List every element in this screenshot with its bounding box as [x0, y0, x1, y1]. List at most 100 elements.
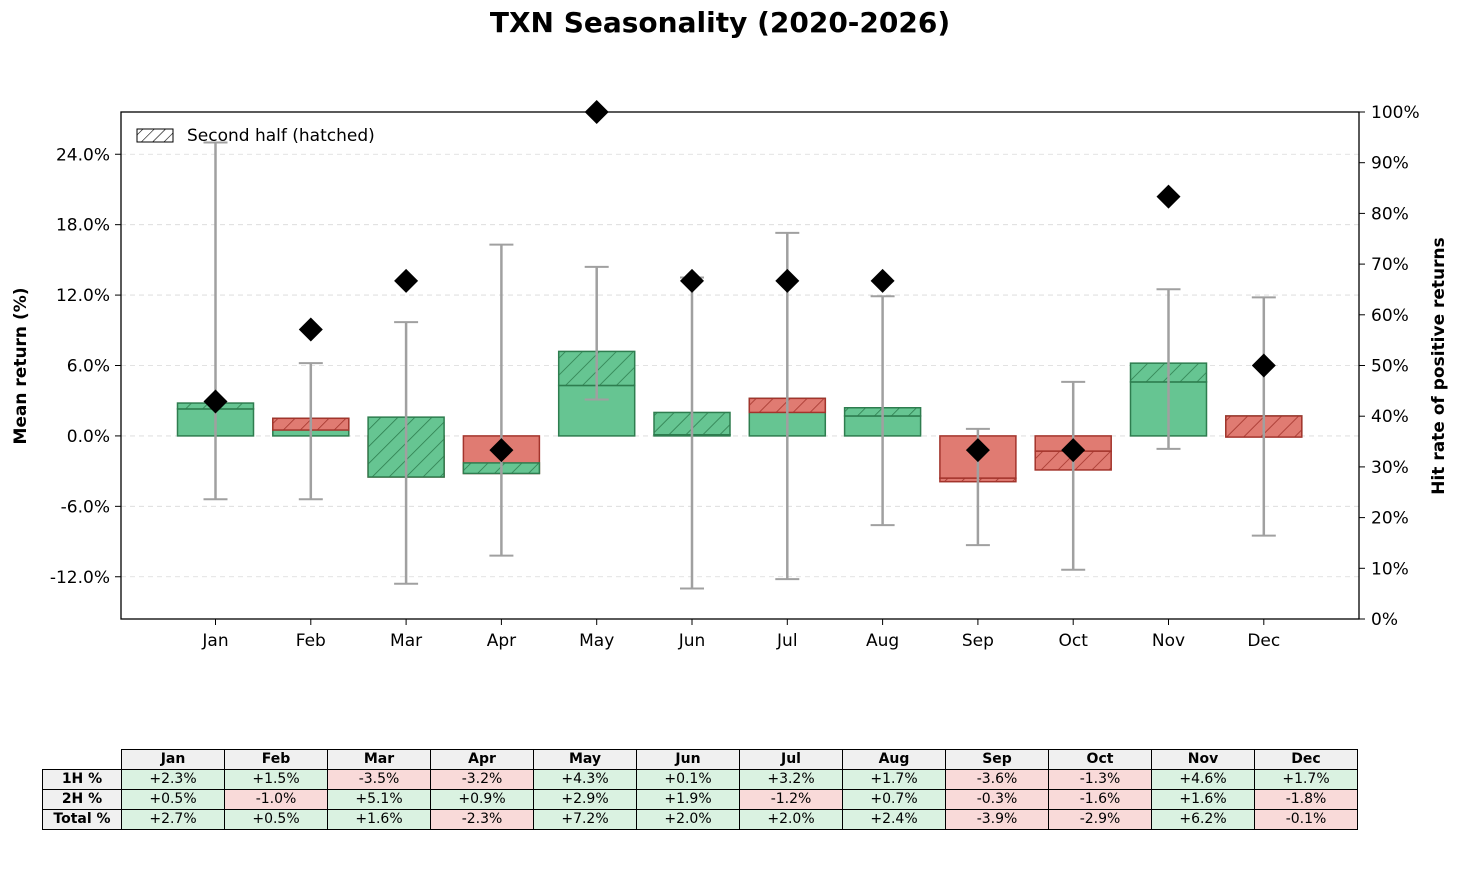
table-cell: +1.6%	[327, 809, 431, 830]
table-cell: +2.3%	[121, 769, 225, 790]
hit-rate-marker	[489, 438, 514, 463]
table-cell: +2.9%	[533, 789, 637, 810]
hit-rate-marker	[394, 268, 419, 293]
x-tick-label: Feb	[296, 631, 326, 651]
y-tick-label: -12.0%	[50, 568, 110, 588]
y-right-tick-label: 40%	[1371, 407, 1409, 427]
table-cell: -0.1%	[1254, 809, 1358, 830]
hit-rate-marker	[298, 317, 323, 342]
table-row: 1H % +2.3% +1.5% -3.5% -3.2% +4.3% +0.1% +3.2% +…	[42, 769, 1358, 790]
table-row-header: 2H %	[42, 789, 122, 810]
table-cell: +0.5%	[121, 789, 225, 810]
y-tick-label: 6.0%	[67, 357, 110, 377]
table-corner	[43, 750, 122, 770]
table-cell: +5.1%	[327, 789, 431, 810]
hit-rate-marker	[870, 268, 895, 293]
legend-hatch-swatch	[136, 128, 174, 143]
table-cell: -0.3%	[945, 789, 1049, 810]
table-cell: +0.7%	[842, 789, 946, 810]
table-cell: +2.0%	[739, 809, 843, 830]
table-cell: -3.9%	[945, 809, 1049, 830]
table-cell: +1.9%	[636, 789, 740, 810]
table-cell: -3.5%	[327, 769, 431, 790]
table-cell: -1.0%	[224, 789, 328, 810]
table-cell: +7.2%	[533, 809, 637, 830]
table-row: 2H % +0.5% -1.0% +5.1% +0.9% +2.9% +1.9% -1.2% +…	[42, 789, 1358, 810]
axes: 24.0% 18.0% 12.0% 6.0% 0.0% -6.0% -12.0% 100% 90…	[50, 103, 1420, 651]
legend: Second half (hatched)	[136, 126, 375, 146]
legend-label: Second half (hatched)	[187, 126, 375, 146]
y-right-tick-label: 10%	[1371, 559, 1409, 579]
x-tick-label: Aug	[866, 631, 899, 651]
table-cell: +4.3%	[533, 769, 637, 790]
y-right-tick-label: 30%	[1371, 458, 1409, 478]
table-cell: +0.1%	[636, 769, 740, 790]
hit-rate-marker	[1251, 353, 1276, 378]
x-tick-label: Jan	[201, 631, 228, 651]
table-row-header: Total %	[42, 809, 122, 830]
table-column-header: Mar	[327, 749, 431, 770]
y-right-tick-label: 100%	[1371, 103, 1420, 123]
y-tick-label: -6.0%	[61, 497, 110, 517]
x-tick-label: Sep	[962, 631, 994, 651]
table-cell: +2.7%	[121, 809, 225, 830]
table-cell: +1.7%	[1254, 769, 1358, 790]
bars	[176, 350, 1303, 483]
y-axis-right-label: Hit rate of positive returns	[1429, 237, 1449, 495]
y-tick-label: 24.0%	[56, 145, 110, 165]
table-cell: -1.8%	[1254, 789, 1358, 810]
table-column-header: Jun	[636, 749, 740, 770]
y-right-tick-label: 50%	[1371, 357, 1409, 377]
table-cell: -3.6%	[945, 769, 1049, 790]
table-cell: -1.2%	[739, 789, 843, 810]
table-cell: -2.3%	[430, 809, 534, 830]
hit-rate-marker	[775, 268, 800, 293]
table-cell: +1.6%	[1151, 789, 1255, 810]
hit-rate-marker	[965, 438, 990, 463]
table-column-header: May	[533, 749, 637, 770]
table-column-header: Feb	[224, 749, 328, 770]
y-right-tick-label: 90%	[1371, 154, 1409, 174]
y-right-tick-label: 80%	[1371, 204, 1409, 224]
table-column-header: Nov	[1151, 749, 1255, 770]
hit-rate-marker	[203, 389, 228, 414]
table-column-header: Jul	[739, 749, 843, 770]
y-right-tick-label: 60%	[1371, 306, 1409, 326]
table-cell: +2.4%	[842, 809, 946, 830]
monthly-returns-table: Jan Feb Mar Apr May Jun Jul Aug Sep Oct Nov Dec 1H …	[42, 749, 1358, 830]
table-cell: +1.7%	[842, 769, 946, 790]
y-right-tick-label: 0%	[1371, 610, 1398, 630]
x-tick-label: Oct	[1058, 631, 1088, 651]
y-tick-label: 12.0%	[56, 286, 110, 306]
table-column-header: Sep	[945, 749, 1049, 770]
table-cell: +1.5%	[224, 769, 328, 790]
table-cell: -2.9%	[1048, 809, 1152, 830]
y-axis-label: Mean return (%)	[11, 287, 31, 444]
table-cell: +0.5%	[224, 809, 328, 830]
table-cell: +3.2%	[739, 769, 843, 790]
y-right-tick-label: 20%	[1371, 509, 1409, 529]
table-cell: -3.2%	[430, 769, 534, 790]
table-body: 1H % +2.3% +1.5% -3.5% -3.2% +4.3% +0.1% +3.2% +…	[42, 769, 1358, 830]
table-cell: -1.3%	[1048, 769, 1152, 790]
table-row-header: 1H %	[42, 769, 122, 790]
y-tick-label: 18.0%	[56, 216, 110, 236]
y-tick-label: 0.0%	[67, 427, 110, 447]
x-tick-label: Mar	[390, 631, 422, 651]
x-tick-label: Jul	[776, 631, 798, 651]
table-cell: -1.6%	[1048, 789, 1152, 810]
table-cell: +2.0%	[636, 809, 740, 830]
hit-rate-markers	[203, 100, 1276, 463]
table-cell: +6.2%	[1151, 809, 1255, 830]
hit-rate-marker	[1156, 184, 1181, 209]
hit-rate-marker	[1061, 438, 1086, 463]
table-column-header: Apr	[430, 749, 534, 770]
hit-rate-marker	[680, 268, 704, 293]
y-right-tick-label: 70%	[1371, 255, 1409, 275]
table-cell: +0.9%	[430, 789, 534, 810]
x-tick-label: May	[579, 631, 614, 651]
table-column-header: Oct	[1048, 749, 1152, 770]
table-cell: +4.6%	[1151, 769, 1255, 790]
table-column-header: Aug	[842, 749, 946, 770]
